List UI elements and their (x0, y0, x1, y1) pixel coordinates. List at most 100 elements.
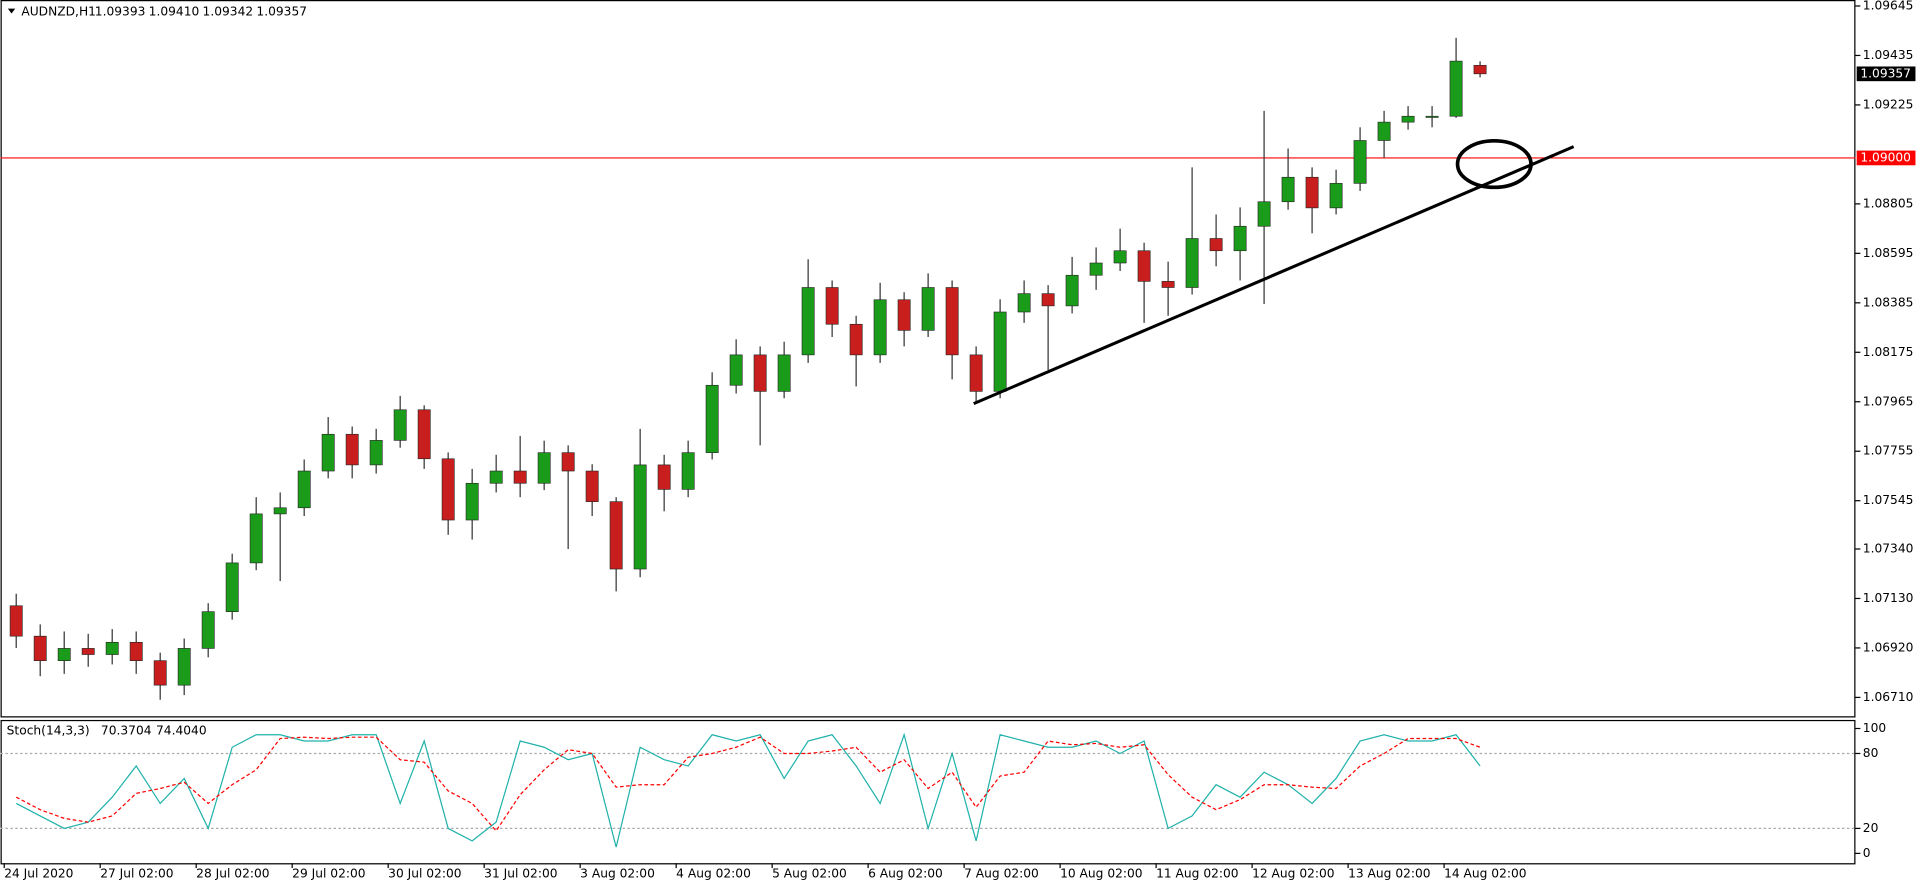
candle-body (777, 354, 791, 392)
candle-body (753, 354, 767, 392)
main-layer (0, 37, 1856, 700)
y-tick-label: 1.09435 (1863, 48, 1914, 62)
candle-body (417, 409, 431, 460)
y-tick-label: 1.09645 (1863, 0, 1914, 12)
y-tick-label: 1.07755 (1863, 444, 1914, 458)
candle-body (1185, 238, 1199, 288)
candle-body (657, 464, 671, 490)
y-tick-label: 1.07130 (1863, 591, 1914, 605)
candle-body (1329, 183, 1343, 209)
main-panel (0, 0, 1856, 718)
candle-body (801, 287, 815, 356)
candle-body (825, 287, 839, 325)
candle-body (249, 513, 263, 564)
candle-body (585, 470, 599, 502)
candle-body (1017, 293, 1031, 313)
candle-body (489, 470, 503, 484)
x-tick-label: 10 Aug 02:00 (1060, 867, 1143, 881)
y-tick-label: 0 (1863, 846, 1871, 860)
y-tick-label: 1.09225 (1863, 97, 1914, 111)
trendline (973, 145, 1575, 406)
candle-body (1137, 250, 1151, 282)
candle-body (993, 311, 1007, 392)
candle-body (1257, 201, 1271, 227)
level-label: 1.09000 (1860, 150, 1911, 164)
candle-body (129, 641, 143, 661)
y-tick-label: 1.08385 (1863, 295, 1914, 309)
candle-body (1041, 293, 1055, 307)
indicator-signal-value: 74.4040 (156, 723, 207, 737)
y-tick-label: 80 (1863, 746, 1879, 760)
level-label-box (1856, 150, 1916, 166)
x-tick-label: 13 Aug 02:00 (1348, 867, 1431, 881)
y-tick-label: 1.08805 (1863, 196, 1914, 210)
y-tick-label: 1.07545 (1863, 493, 1914, 507)
candle-body (945, 287, 959, 356)
candle-body (201, 611, 215, 649)
candle-body (225, 562, 239, 612)
candle-body (177, 648, 191, 686)
y-tick-label: 1.07965 (1863, 394, 1914, 408)
candle-body (849, 323, 863, 356)
indicator-main-value: 70.3704 (101, 723, 152, 737)
x-tick-label: 29 Jul 02:00 (292, 867, 365, 881)
candle-body (1473, 65, 1487, 75)
candle-body (537, 452, 551, 484)
candle-body (1065, 274, 1079, 307)
candle-body (273, 507, 287, 515)
candle-body (345, 433, 359, 466)
candle-body (1425, 115, 1439, 118)
candle-body (921, 287, 935, 331)
candle-body (1401, 115, 1415, 123)
x-tick-label: 4 Aug 02:00 (676, 867, 751, 881)
candle-body (705, 384, 719, 453)
candle-body (1305, 176, 1319, 209)
candle-body (33, 635, 47, 661)
candle-body (57, 648, 71, 661)
ohlc-open: 1.09393 (95, 5, 146, 19)
symbol-label: AUDNZD,H1 (21, 5, 96, 19)
x-tick-label: 28 Jul 02:00 (196, 867, 269, 881)
candle-body (441, 458, 455, 521)
x-tick-label: 11 Aug 02:00 (1156, 867, 1239, 881)
candle-body (1161, 281, 1175, 288)
current-price-label: 1.09357 (1860, 66, 1911, 80)
candle-body (105, 641, 119, 655)
candle-body (897, 299, 911, 331)
candle-body (1449, 60, 1463, 117)
candle-body (513, 470, 527, 484)
x-tick-label: 31 Jul 02:00 (484, 867, 557, 881)
ohlc-high: 1.09410 (149, 5, 200, 19)
indicator-layer (0, 732, 1856, 848)
candle-body (393, 409, 407, 441)
candle-body (297, 470, 311, 509)
candle-body (681, 452, 695, 490)
x-tick-label: 30 Jul 02:00 (388, 867, 461, 881)
candle-body (1113, 250, 1127, 264)
candle-body (633, 464, 647, 570)
candle-body (1281, 176, 1295, 203)
candle-body (465, 482, 479, 521)
y-tick-label: 20 (1863, 821, 1879, 835)
y-tick-label: 1.08595 (1863, 246, 1914, 260)
ohlc-low: 1.09342 (203, 5, 254, 19)
y-tick-label: 1.08175 (1863, 345, 1914, 359)
candle-body (1089, 262, 1103, 276)
candle-body (153, 660, 167, 686)
candle-body (1377, 121, 1391, 141)
current-price-box (1856, 66, 1916, 82)
x-tick-label: 5 Aug 02:00 (772, 867, 847, 881)
candle-body (1233, 225, 1247, 252)
stoch-line (15, 736, 1481, 832)
y-tick-label: 100 (1863, 721, 1886, 735)
x-tick-label: 14 Aug 02:00 (1444, 867, 1527, 881)
indicator-title: Stoch(14,3,3) (7, 723, 90, 737)
candle-body (609, 501, 623, 570)
candle-body (369, 440, 383, 466)
x-tick-label: 3 Aug 02:00 (580, 867, 655, 881)
ohlc-close: 1.09357 (256, 5, 307, 19)
candle-body (969, 354, 983, 392)
y-tick-label: 1.07340 (1863, 541, 1914, 555)
menu-triangle[interactable] (7, 8, 16, 14)
